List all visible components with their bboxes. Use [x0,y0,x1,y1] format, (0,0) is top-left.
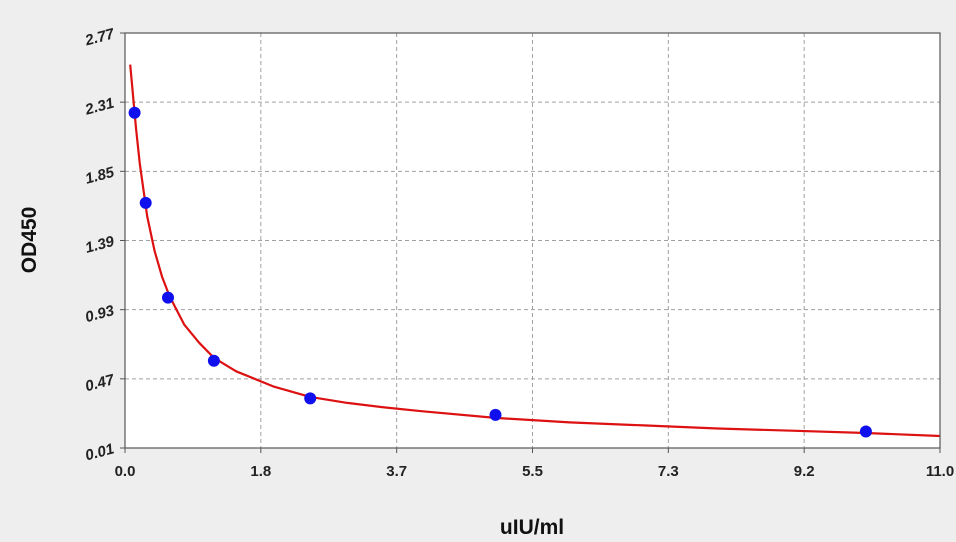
x-tick-label: 1.8 [250,463,271,480]
data-point [489,408,502,421]
data-point [139,196,152,209]
y-axis-label: OD450 [18,207,41,274]
data-point [207,354,220,367]
data-point [128,106,141,119]
points-layer [128,106,872,438]
x-tick-label: 0.0 [115,463,136,480]
y-tick-label: 0.01 [83,440,116,464]
y-axis-ticks: 0.01 0.47 0.93 1.39 1.85 2.31 2.77 [82,25,125,464]
y-tick-label: 2.77 [82,25,116,49]
data-point [162,291,174,304]
x-tick-label: 7.3 [658,463,679,480]
x-tick-label: 9.2 [794,463,815,480]
y-tick-label: 0.93 [83,302,116,326]
x-tick-label: 11.0 [926,463,954,480]
x-axis-label: uIU/ml [500,516,564,539]
y-tick-label: 1.85 [83,164,116,188]
y-tick-label: 2.31 [82,95,116,119]
y-tick-label: 0.47 [83,371,116,395]
x-tick-label: 3.7 [386,463,407,480]
data-point [859,425,872,438]
grid [125,33,940,448]
y-tick-label: 1.39 [83,233,116,257]
data-point [304,392,317,405]
x-axis-ticks: 0.0 1.8 3.7 5.5 7.3 9.2 11.0 [115,448,954,480]
x-tick-label: 5.5 [522,463,543,480]
